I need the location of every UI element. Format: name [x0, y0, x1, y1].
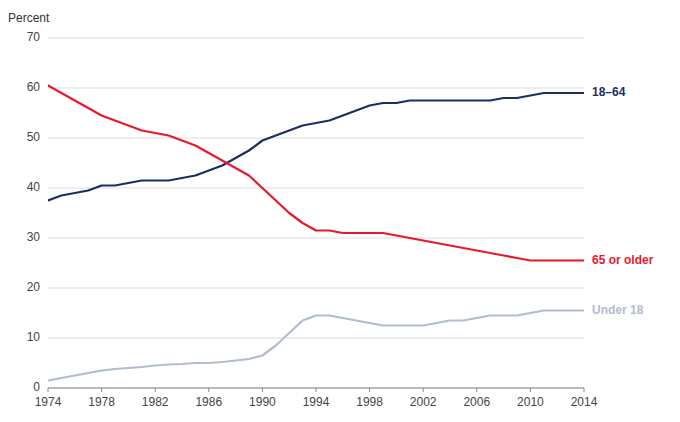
x-tick-label: 1986 [195, 395, 222, 409]
y-tick-label: 60 [27, 80, 41, 94]
grid-line [48, 288, 584, 289]
grid-line [48, 238, 584, 239]
y-tick-label: 10 [27, 330, 41, 344]
grid-line [48, 338, 584, 339]
lines [48, 86, 584, 381]
x-tick [369, 388, 370, 392]
series-line [48, 311, 584, 381]
x-tick-label: 1978 [88, 395, 115, 409]
y-grid [48, 38, 584, 388]
x-tick [423, 388, 424, 392]
series-line [48, 86, 584, 261]
y-tick-label: 30 [27, 230, 41, 244]
grid-line [48, 188, 584, 189]
x-tick-label: 2002 [410, 395, 437, 409]
x-tick-label: 1974 [35, 395, 62, 409]
x-tick-label: 2010 [517, 395, 544, 409]
series-label: Under 18 [592, 303, 644, 317]
x-tick-label: 1982 [142, 395, 169, 409]
y-tick-label: 50 [27, 130, 41, 144]
grid-line [48, 38, 584, 39]
y-tick-label: 0 [33, 380, 40, 394]
x-tick [262, 388, 263, 392]
x-tick [48, 388, 49, 392]
x-tick [530, 388, 531, 392]
y-tick-label: 40 [27, 180, 41, 194]
y-axis: 0 10 20 30 40 50 60 70 [27, 30, 41, 394]
x-tick-label: 2014 [571, 395, 598, 409]
line-labels: 18–64 65 or older Under 18 [592, 85, 654, 317]
x-tick [476, 388, 477, 392]
x-tick [584, 388, 585, 392]
x-tick [101, 388, 102, 392]
series-label: 65 or older [592, 253, 654, 267]
grid-line [48, 138, 584, 139]
x-tick-label: 1990 [249, 395, 276, 409]
y-tick-label: 70 [27, 30, 41, 44]
y-axis-label: Percent [8, 11, 50, 25]
x-tick [155, 388, 156, 392]
grid-line [48, 88, 584, 89]
series-label: 18–64 [592, 85, 626, 99]
series-line [48, 93, 584, 201]
chart: 0102030405060701974197819821986199019941… [0, 0, 680, 422]
x-tick-label: 1998 [356, 395, 383, 409]
x-tick-label: 1994 [303, 395, 330, 409]
x-tick [316, 388, 317, 392]
x-tick [208, 388, 209, 392]
y-tick-label: 20 [27, 280, 41, 294]
x-axis: 1974 1978 1982 1986 1990 1994 1998 2002 2006 2010… [35, 388, 598, 409]
x-tick-label: 2006 [463, 395, 490, 409]
